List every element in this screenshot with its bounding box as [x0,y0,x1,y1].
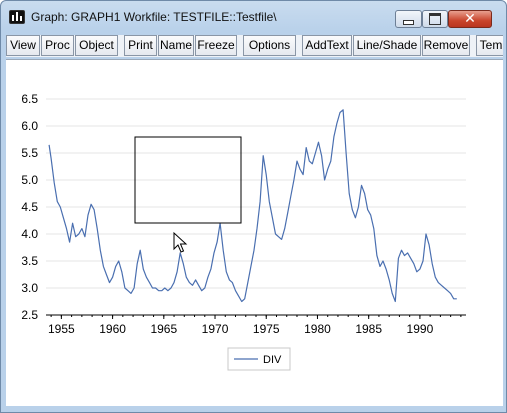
y-tick-label: 2.5 [21,308,38,322]
x-tick-label: 1975 [253,322,280,336]
x-tick-label: 1980 [304,322,331,336]
freeze-button[interactable]: Freeze [195,35,237,56]
x-tick-label: 1960 [99,322,126,336]
object-button[interactable]: Object [75,35,118,56]
mouse-cursor-icon [173,231,188,253]
line-shade-button[interactable]: Line/Shade [353,35,421,56]
graph-toolbar: View Proc Object Print Name Freeze Optio… [6,35,503,57]
div-line-chart: 2.5 3.0 3.5 4.0 4.5 5.0 5.5 6.0 6.5 1955 1960 1965 1… [21,92,466,371]
x-tick-label: 1990 [407,322,434,336]
maximize-icon [429,13,441,25]
minimize-icon [403,19,414,25]
graph-app-icon [9,10,25,24]
selection-rectangle[interactable] [134,136,242,224]
name-button[interactable]: Name [158,35,194,56]
template-button[interactable]: Tem [476,35,503,56]
legend-box [227,347,291,371]
series-line-div [48,109,457,303]
legend-label: DIV [263,354,282,366]
y-tick-label: 3.0 [21,281,38,295]
x-tick-label: 1970 [202,322,229,336]
proc-button[interactable]: Proc [41,35,74,56]
y-tick-label: 4.5 [21,200,38,214]
close-icon: ✕ [464,11,476,27]
x-tick-label: 1965 [150,322,177,336]
maximize-button[interactable] [422,10,448,28]
window-title: Graph: GRAPH1 Workfile: TESTFILE::Testfi… [31,10,277,24]
view-button[interactable]: View [6,35,40,56]
y-tick-label: 4.0 [21,227,38,241]
y-tick-label: 6.0 [21,119,38,133]
remove-button[interactable]: Remove [422,35,470,56]
print-button[interactable]: Print [124,35,157,56]
close-button[interactable]: ✕ [448,10,492,28]
addtext-button[interactable]: AddText [302,35,352,56]
y-tick-label: 5.5 [21,146,38,160]
title-bar[interactable]: Graph: GRAPH1 Workfile: TESTFILE::Testfi… [1,1,506,31]
x-tick-label: 1985 [355,322,382,336]
x-tick-label: 1955 [48,322,75,336]
minimize-button[interactable] [395,10,422,28]
y-tick-label: 6.5 [21,92,38,106]
graph-canvas[interactable]: 2.5 3.0 3.5 4.0 4.5 5.0 5.5 6.0 6.5 1955 1960 1965 1… [6,59,503,406]
options-button[interactable]: Options [243,35,296,56]
y-tick-label: 3.5 [21,254,38,268]
y-tick-label: 5.0 [21,173,38,187]
